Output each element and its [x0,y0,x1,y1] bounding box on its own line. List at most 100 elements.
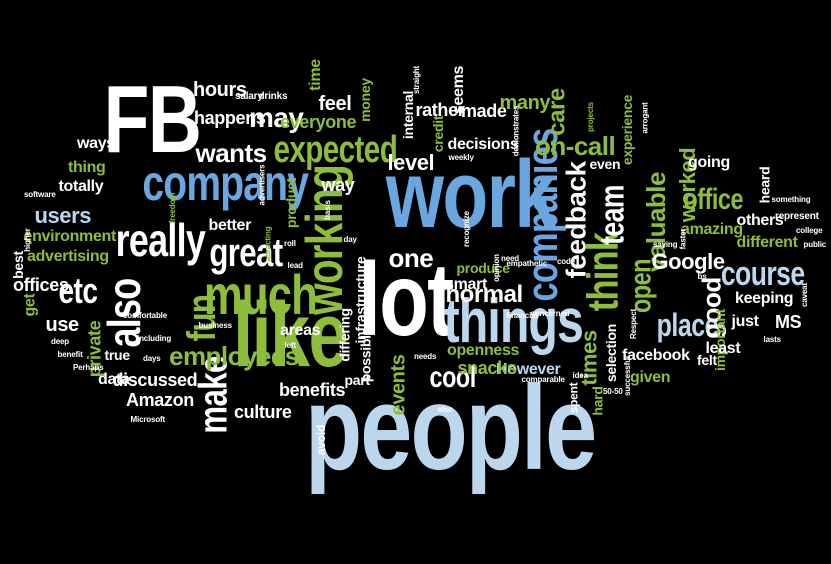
cloud-word: part [344,372,371,388]
cloud-word: else [437,405,453,414]
cloud-word: hours [193,79,247,101]
cloud-word: even [589,156,621,172]
cloud-word: things [443,287,583,356]
cloud-word: others [736,212,784,229]
cloud-word: level [387,150,435,175]
cloud-word: fun [179,294,224,342]
cloud-word: higher [22,228,32,252]
cloud-word: thing [68,159,106,176]
cloud-word: arrogant [640,102,650,134]
cloud-word: etc [58,270,98,311]
cloud-word: comfortable [123,311,168,320]
cloud-word: financial [506,311,538,320]
cloud-word: Amazon [126,390,194,410]
cloud-word: faster [677,228,687,250]
cloud-word: deep [51,337,70,346]
cloud-word: avoid [314,424,329,456]
cloud-word: time [306,59,324,91]
cloud-word: bs [697,272,707,281]
cloud-word: given [630,369,671,386]
cloud-word: felt [697,352,717,368]
cloud-word: saying [653,240,678,249]
cloud-word: work [385,141,556,248]
cloud-word: amazing [681,221,743,238]
cloud-word: decisions [447,136,519,153]
cloud-word: lead [287,261,304,270]
cloud-word: office [683,183,744,216]
cloud-word: ways [77,135,115,152]
cloud-word: one [388,243,434,273]
cloud-word: caveat [799,283,809,307]
cloud-word: hard [589,386,606,416]
cloud-word: discussed [112,370,198,390]
cloud-word: events [386,354,409,416]
cloud-word: smart [445,276,487,293]
cloud-word: benefit [57,350,83,359]
cloud-word: environment [23,228,117,245]
cloud-word: FB [103,66,202,173]
cloud-word: Respect [629,308,639,340]
cloud-word: Microsoft [130,415,166,424]
cloud-word: left [284,341,297,350]
cloud-word: selection [603,323,620,383]
cloud-word: opinion [491,254,501,282]
cloud-word: expected [272,129,397,171]
cloud-word: produce [456,260,511,276]
cloud-word: demonstrates [510,105,520,157]
cloud-word: software [24,190,56,199]
cloud-word: MS [775,312,802,332]
cloud-word: need [501,254,520,263]
cloud-word: business [198,321,233,330]
cloud-word: credit [430,115,447,153]
cloud-word: feel [318,93,352,115]
cloud-word: represent [775,211,819,222]
cloud-word: course [720,255,805,293]
cloud-word: benefits [279,380,346,400]
cloud-word: idea [572,371,589,380]
cloud-word: 50-50 [603,387,623,396]
cloud-word: rather [415,100,465,120]
cloud-word: successful [622,356,632,396]
cloud-word: users [34,203,92,228]
cloud-word: money [356,78,373,122]
cloud-word: normal [445,281,524,308]
cloud-word: really [115,214,205,266]
cloud-word: empathetic [506,259,548,268]
cloud-word: roll [284,239,296,248]
cloud-word: offices [13,275,69,295]
cloud-word: way [321,175,355,195]
cloud-word: culture [234,402,292,422]
cloud-word: day [343,235,357,244]
cloud-word: something [771,195,811,204]
cloud-word: differing [336,308,353,362]
cloud-word: experience [619,94,636,166]
cloud-word: use [45,314,80,336]
cloud-word: concerned [530,309,570,318]
cloud-word: weekly [448,153,474,162]
cloud-word: spent [565,382,580,414]
cloud-word: freedom [168,192,178,224]
cloud-word: team [592,185,631,245]
cloud-word: many [499,92,551,114]
cloud-word: on-call [535,131,616,161]
cloud-word: better [208,217,252,234]
cloud-word: However [496,361,561,378]
cloud-word: including [137,334,172,343]
cloud-word: keeping [735,290,794,307]
cloud-word: comparable [521,375,565,384]
cloud-word: drinks [258,91,288,102]
cloud-word: projects [585,102,595,132]
cloud-word: happens [194,108,266,128]
cloud-word: everyone [280,112,357,132]
cloud-word: public [803,240,827,249]
cloud-word: least [705,340,741,357]
cloud-word: care [543,88,571,136]
cloud-word: internal [400,90,417,140]
cloud-word: wants [195,138,268,168]
cloud-word: people [304,361,597,495]
cloud-word: lasts [763,335,782,344]
cloud-word: openness [447,342,520,359]
cloud-word: lot [357,242,454,358]
cloud-word: Google [651,249,726,274]
